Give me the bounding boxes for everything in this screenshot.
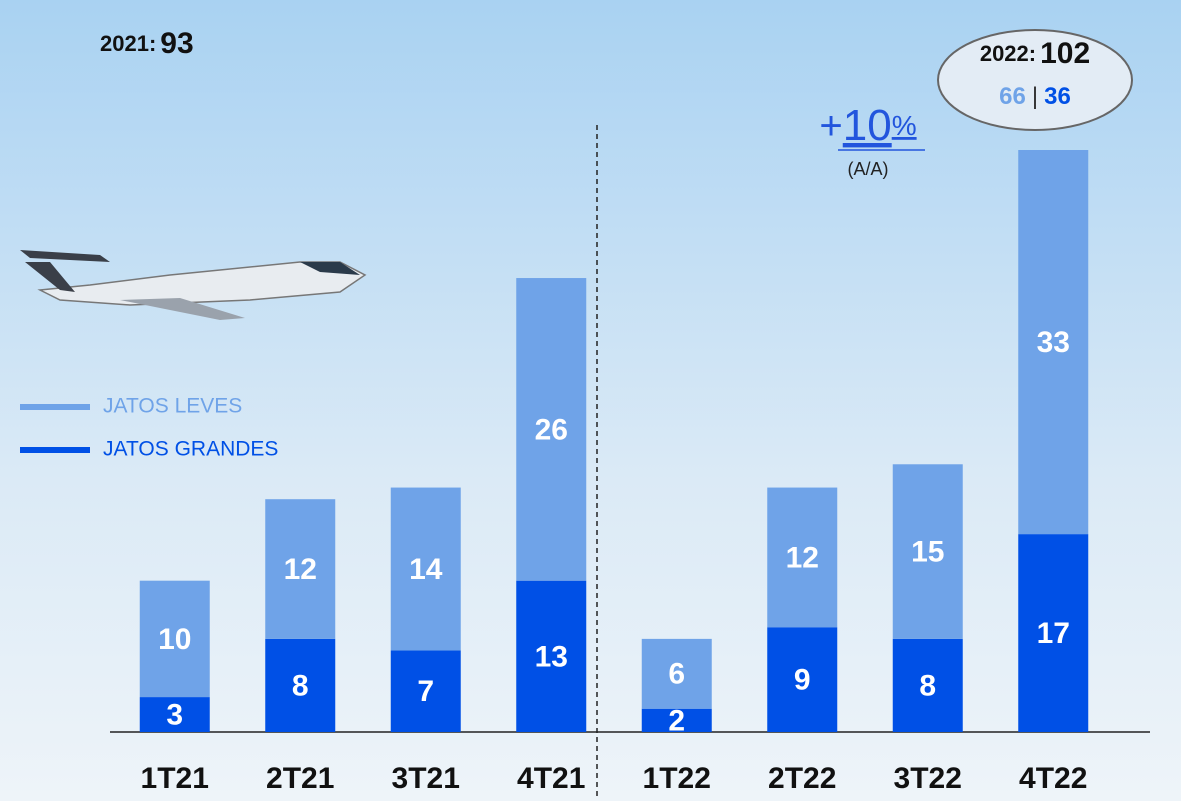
total-2022: 2022: 102: [980, 37, 1090, 70]
x-tick-label: 2T21: [266, 762, 334, 795]
value-label: 9: [794, 664, 811, 697]
value-label: 2: [668, 704, 685, 737]
value-label: 33: [1037, 326, 1070, 359]
total-value: 93: [160, 27, 193, 60]
value-label: 26: [535, 413, 568, 446]
value-label: 8: [292, 669, 309, 702]
value-label: 12: [786, 541, 819, 574]
change: +10%: [819, 101, 916, 150]
bar-segment: [390, 487, 461, 651]
change-value: 10: [843, 101, 892, 150]
legend-label: JATOS GRANDES: [103, 438, 278, 461]
x-tick-label: 4T21: [517, 762, 585, 795]
total-label: 2021:: [100, 31, 156, 56]
total-breakdown: 66 | 36: [999, 83, 1071, 110]
breakdown-light: 66: [999, 83, 1026, 110]
bar-segment: [516, 278, 587, 581]
bar-segment: [892, 464, 963, 639]
bar-segment: [139, 697, 210, 732]
total-value: 102: [1040, 37, 1090, 70]
plane: [20, 250, 367, 320]
bar-segment: [265, 638, 336, 732]
x-tick-label: 1T21: [141, 762, 209, 795]
bar-segment: [767, 627, 838, 732]
x-tick-label: 3T21: [392, 762, 460, 795]
bar-segment: [1018, 534, 1089, 732]
total-2021: 2021: 93: [100, 27, 194, 60]
value-label: 13: [535, 640, 568, 673]
legend-label: JATOS LEVES: [103, 395, 242, 418]
x-tick-label: 2T22: [768, 762, 836, 795]
total-highlight: [937, 29, 1133, 131]
value-label: 12: [284, 553, 317, 586]
bar-segment: [641, 708, 712, 732]
value-label: 6: [668, 658, 685, 691]
total-label: 2022:: [980, 41, 1036, 66]
change-prefix: +: [819, 104, 842, 148]
x-tick-label: 3T22: [894, 762, 962, 795]
breakdown-dark: 36: [1044, 83, 1071, 110]
bar-segment: [641, 638, 712, 709]
x-tick-label: 1T22: [643, 762, 711, 795]
change-basis: (A/A): [847, 159, 888, 179]
bar-segment: [1018, 150, 1089, 535]
change-unit: %: [892, 110, 917, 141]
value-label: 17: [1037, 617, 1070, 650]
bar-segment: [265, 499, 336, 639]
bar-segment: [892, 638, 963, 732]
x-tick-label: 4T22: [1019, 762, 1087, 795]
value-label: 8: [919, 669, 936, 702]
value-label: 15: [911, 536, 944, 569]
separator: |: [1032, 83, 1038, 110]
bar-segment: [390, 650, 461, 732]
bar-segment: [767, 487, 838, 628]
value-label: 7: [417, 675, 434, 708]
value-label: 3: [166, 698, 183, 731]
value-label: 10: [158, 623, 191, 656]
bar-segment: [139, 580, 210, 698]
value-label: 14: [409, 553, 443, 586]
bar-segment: [516, 580, 587, 732]
